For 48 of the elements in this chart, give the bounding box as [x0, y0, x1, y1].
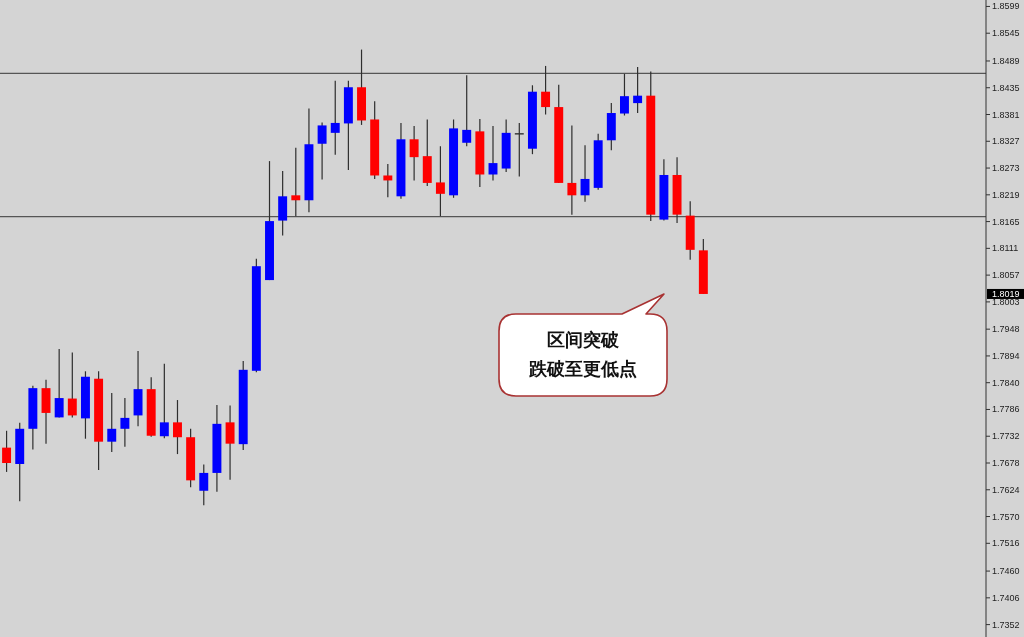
y-tick-label: 1.8489 — [992, 55, 1020, 66]
y-tick-label: 1.8327 — [992, 136, 1020, 147]
candlestick — [317, 121, 327, 181]
candlestick — [225, 404, 235, 481]
y-tick-label: 1.8381 — [992, 109, 1020, 120]
annotation: 跌破至更低点 — [528, 357, 637, 379]
y-tick-label: 1.8545 — [992, 28, 1020, 39]
candlestick — [383, 163, 393, 198]
candlestick — [67, 351, 77, 418]
candlestick — [2, 430, 12, 473]
candlestick — [120, 397, 130, 448]
candlestick — [173, 399, 182, 455]
candlestick — [330, 80, 340, 156]
candlestick — [107, 392, 117, 453]
y-tick-label: 1.8599 — [992, 1, 1020, 12]
candlestick — [633, 66, 643, 114]
candlestick — [291, 147, 301, 217]
y-tick-label: 1.8219 — [992, 189, 1020, 200]
y-tick-label: 1.8273 — [992, 163, 1020, 174]
candlestick — [514, 122, 524, 178]
y-tick-label: 1.7948 — [992, 324, 1020, 335]
y-tick-label: 1.8003 — [992, 296, 1020, 307]
candlestick — [435, 145, 445, 217]
candlestick — [567, 124, 577, 216]
y-tick-label: 1.8111 — [992, 243, 1019, 254]
candlestick — [159, 363, 169, 439]
y-tick-label: 1.7460 — [992, 566, 1020, 577]
candlestick — [409, 125, 419, 182]
y-tick-label: 1.7624 — [992, 484, 1020, 495]
candlestick — [462, 74, 472, 147]
y-tick-label: 1.7786 — [992, 404, 1020, 415]
y-tick-label: 1.7732 — [992, 431, 1020, 442]
y-tick-label: 1.7894 — [992, 350, 1020, 361]
annotation: 区间突破 — [547, 328, 620, 350]
candlestick — [541, 65, 551, 116]
text: 1.8019 — [992, 288, 1020, 299]
y-tick-label: 1.7840 — [992, 377, 1020, 388]
y-tick-label: 1.7678 — [992, 458, 1020, 468]
y-tick-label: 1.7406 — [992, 592, 1020, 603]
y-tick-label: 1.8165 — [992, 216, 1020, 227]
y-tick-label: 1.8057 — [992, 270, 1020, 281]
y-tick-label: 1.7570 — [992, 511, 1020, 522]
y-tick-label: 1.8435 — [992, 82, 1020, 93]
candlestick — [54, 348, 64, 418]
y-tick-label: 1.7516 — [992, 538, 1020, 549]
candlestick — [199, 463, 209, 506]
y-tick-label: 1.7352 — [992, 619, 1020, 630]
candlestick — [620, 73, 629, 117]
